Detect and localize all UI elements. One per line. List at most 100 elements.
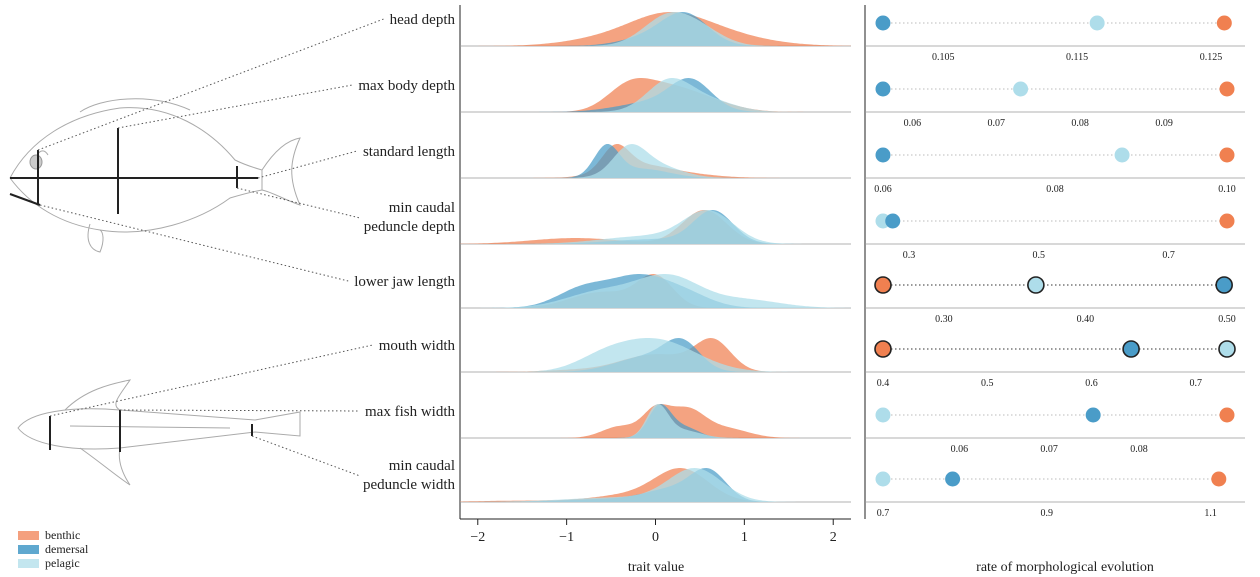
rate-tick-label: 0.7 xyxy=(1162,250,1175,261)
rate-point-pelagic xyxy=(1013,81,1029,97)
trait-label: min caudal peduncle width xyxy=(363,458,456,493)
rate-tick-label: 0.7 xyxy=(877,508,890,519)
trait-label: lower jaw length xyxy=(354,274,455,290)
density-pelagic xyxy=(460,210,851,244)
rate-tick-label: 0.06 xyxy=(904,118,922,129)
density-x-tick-label: 1 xyxy=(741,530,748,545)
leader-line xyxy=(119,409,360,412)
rate-tick-label: 1.1 xyxy=(1204,508,1217,519)
legend-item-pelagic: pelagic xyxy=(18,556,88,570)
rate-tick-label: 0.125 xyxy=(1200,52,1223,63)
rate-tick-label: 0.08 xyxy=(1071,118,1089,129)
rate-point-pelagic xyxy=(1114,147,1130,163)
rate-point-pelagic xyxy=(1218,340,1236,358)
rate-point-benthic xyxy=(1219,81,1235,97)
rate-tick-label: 0.4 xyxy=(877,378,890,389)
rate-point-benthic xyxy=(1211,471,1227,487)
density-x-tick-label: −2 xyxy=(470,530,485,545)
density-pelagic xyxy=(460,144,851,178)
fish-lateral-measure-lines xyxy=(9,128,258,214)
rate-tick-label: 0.5 xyxy=(981,378,994,389)
rate-tick-label: 0.5 xyxy=(1033,250,1046,261)
trait-label: standard length xyxy=(363,144,456,160)
rate-point-demersal xyxy=(1122,340,1140,358)
trait-labels: head depth max body depth standard length m… xyxy=(354,12,455,493)
density-pelagic xyxy=(460,78,851,112)
legend-item-demersal: demersal xyxy=(18,542,88,556)
rate-tick-label: 0.3 xyxy=(903,250,916,261)
rate-point-benthic xyxy=(874,340,892,358)
legend-swatch-pelagic xyxy=(18,558,39,568)
rate-panel: 0.105 0.115 0.125 0.06 0.07 0.08 0.09 0.06 0.08 0… xyxy=(864,5,1245,519)
rate-tick-label: 0.6 xyxy=(1085,378,1098,389)
leader-line xyxy=(251,435,361,477)
rate-tick-label: 0.08 xyxy=(1046,184,1064,195)
rate-point-demersal xyxy=(875,15,891,31)
leader-lines xyxy=(37,18,384,477)
rate-point-demersal xyxy=(885,213,901,229)
fish-lateral-icon xyxy=(9,98,301,253)
leader-line xyxy=(39,204,349,282)
density-x-tick-label: 2 xyxy=(830,530,837,545)
density-benthic xyxy=(460,468,851,502)
rate-point-demersal xyxy=(1085,407,1101,423)
rate-tick-label: 0.07 xyxy=(988,118,1006,129)
density-axis-title: trait value xyxy=(628,560,684,575)
rate-tick-label: 0.08 xyxy=(1130,444,1148,455)
rate-point-demersal xyxy=(875,81,891,97)
rate-point-pelagic xyxy=(875,407,891,423)
rate-tick-label: 0.10 xyxy=(1218,184,1236,195)
rate-point-pelagic xyxy=(1089,15,1105,31)
rate-point-demersal xyxy=(945,471,961,487)
rate-point-benthic xyxy=(1216,15,1232,31)
rate-tick-label: 0.30 xyxy=(935,314,953,325)
density-pelagic xyxy=(460,468,851,502)
density-x-tick-label: −1 xyxy=(559,530,574,545)
leader-line xyxy=(236,187,361,219)
density-x-tick-label: 0 xyxy=(652,530,659,545)
rate-point-benthic xyxy=(1219,213,1235,229)
rate-point-benthic xyxy=(874,276,892,294)
leader-line xyxy=(49,344,373,417)
trait-label: max body depth xyxy=(358,78,455,94)
rate-tick-label: 0.06 xyxy=(874,184,892,195)
rate-tick-label: 0.06 xyxy=(951,444,969,455)
fish-dorsal-icon xyxy=(17,379,301,486)
rate-tick-label: 0.105 xyxy=(932,52,955,63)
leader-line xyxy=(257,150,358,179)
rate-point-pelagic xyxy=(1027,276,1045,294)
legend-swatch-demersal xyxy=(18,544,39,554)
legend-label-benthic: benthic xyxy=(45,528,81,542)
rate-point-benthic xyxy=(1219,147,1235,163)
density-pelagic xyxy=(460,274,851,308)
rate-tick-label: 0.40 xyxy=(1077,314,1095,325)
rate-tick-label: 0.07 xyxy=(1040,444,1058,455)
density-pelagic xyxy=(460,404,851,438)
legend-item-benthic: benthic xyxy=(18,528,88,542)
fish-dorsal-measure-lines xyxy=(49,410,253,452)
rate-tick-label: 0.115 xyxy=(1066,52,1088,63)
legend: benthic demersal pelagic xyxy=(18,528,88,570)
legend-label-pelagic: pelagic xyxy=(45,556,80,570)
rate-tick-label: 0.50 xyxy=(1218,314,1236,325)
density-pelagic xyxy=(460,338,851,372)
rate-tick-label: 0.9 xyxy=(1041,508,1054,519)
rate-tick-label: 0.09 xyxy=(1155,118,1173,129)
rate-point-demersal xyxy=(1215,276,1233,294)
rate-tick-label: 0.7 xyxy=(1189,378,1202,389)
density-pelagic xyxy=(460,12,851,46)
legend-swatch-benthic xyxy=(18,530,39,540)
rate-point-benthic xyxy=(1219,407,1235,423)
trait-label: mouth width xyxy=(379,338,456,354)
density-panel: −2 −1 0 1 2 xyxy=(459,5,851,545)
legend-label-demersal: demersal xyxy=(45,542,89,556)
rate-point-demersal xyxy=(875,147,891,163)
trait-label: max fish width xyxy=(365,404,455,420)
leader-line xyxy=(37,18,384,151)
trait-label: head depth xyxy=(390,12,456,28)
leader-line xyxy=(117,84,353,129)
rate-point-pelagic xyxy=(875,471,891,487)
trait-label: min caudal peduncle depth xyxy=(364,200,456,235)
rate-axis-title: rate of morphological evolution xyxy=(976,560,1154,575)
